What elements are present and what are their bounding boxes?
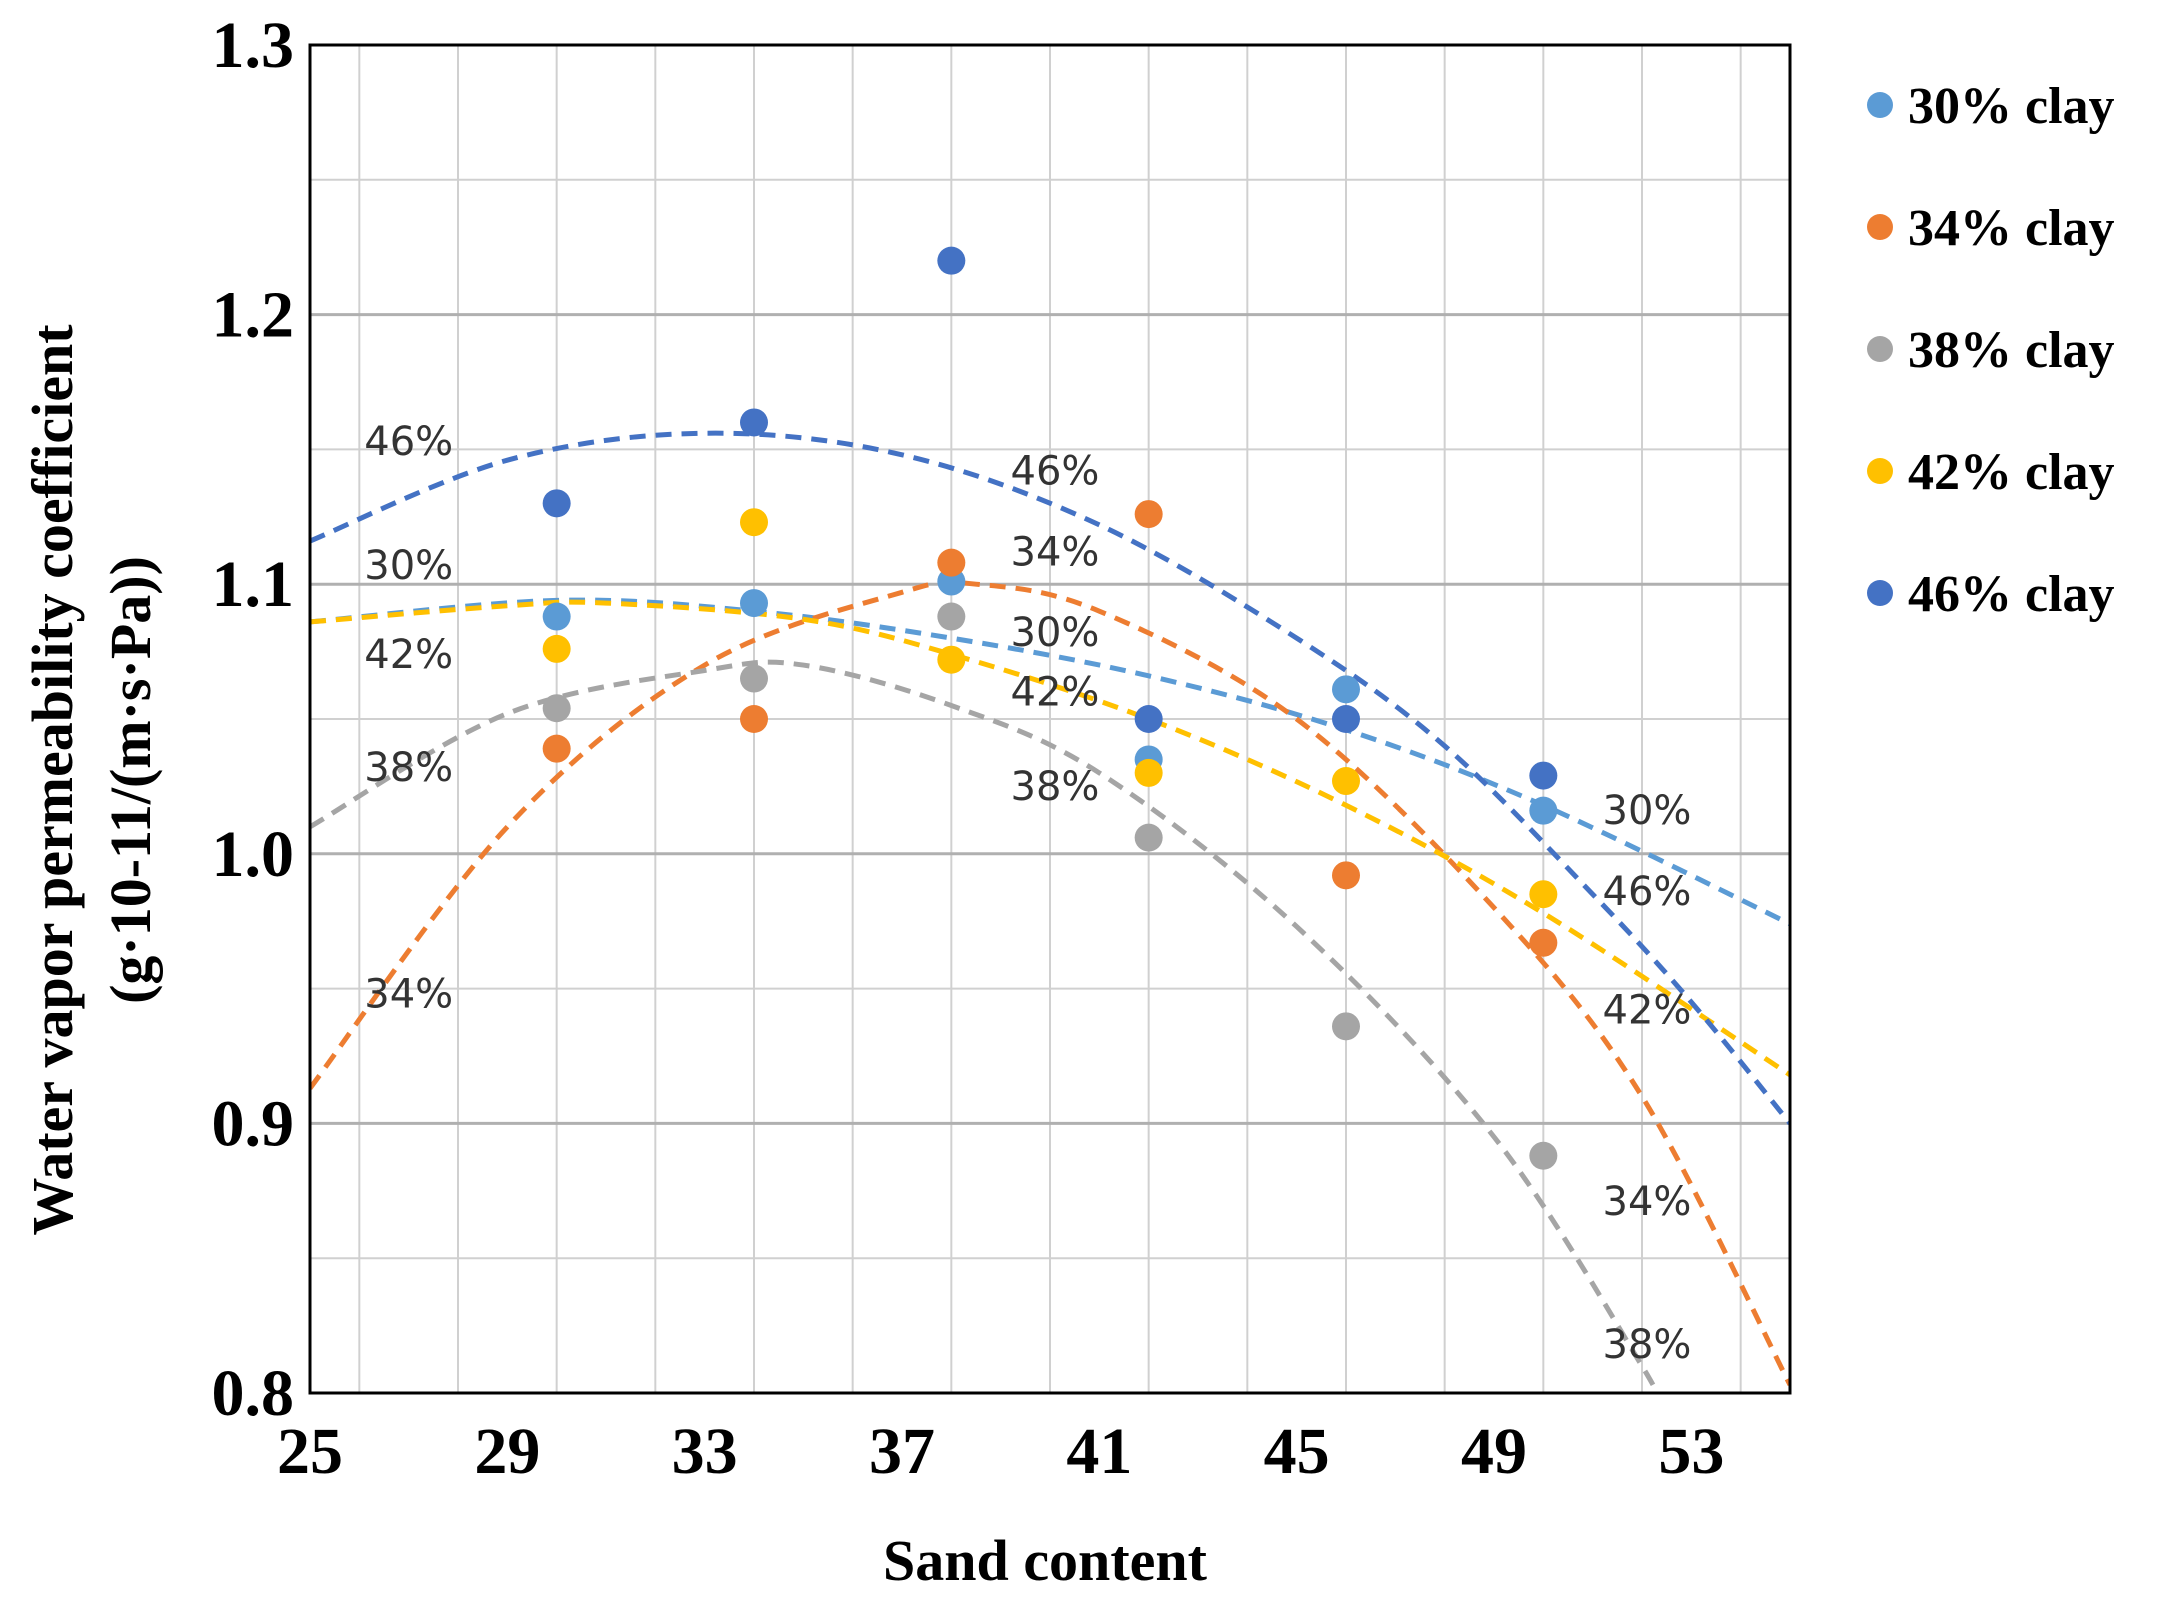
legend-marker bbox=[1867, 580, 1893, 606]
legend-label: 30% clay bbox=[1908, 78, 2115, 135]
data-point bbox=[937, 602, 966, 631]
data-point bbox=[1134, 705, 1163, 733]
data-point bbox=[1529, 928, 1558, 957]
x-tick-label: 45 bbox=[1264, 1415, 1330, 1488]
x-axis-title: Sand content bbox=[883, 1528, 1208, 1593]
x-tick-label: 41 bbox=[1066, 1415, 1132, 1488]
annotation-label: 30% bbox=[364, 543, 453, 589]
grid bbox=[310, 45, 1790, 1393]
legend-marker bbox=[1867, 214, 1893, 240]
annotation-label: 38% bbox=[1011, 764, 1100, 810]
data-point bbox=[1332, 675, 1360, 704]
data-point bbox=[937, 246, 966, 275]
legend-label: 42% clay bbox=[1908, 444, 2115, 501]
data-point bbox=[740, 705, 768, 733]
y-axis-ticks: 0.8 0.9 1.0 1.1 1.2 1.3 bbox=[212, 9, 295, 1430]
annotation-label: 34% bbox=[1603, 1179, 1692, 1225]
data-point bbox=[542, 694, 571, 723]
y-tick-label: 1.3 bbox=[212, 9, 295, 82]
trendline bbox=[310, 599, 1790, 1077]
x-axis-ticks: 25 29 33 37 41 45 49 53 bbox=[277, 1415, 1724, 1488]
annotation-label: 30% bbox=[1011, 610, 1100, 656]
trendline bbox=[310, 579, 1790, 1387]
data-point bbox=[1529, 880, 1558, 909]
annotation-label: 42% bbox=[1011, 670, 1100, 716]
y-axis-title: Water vapor permeability coefficient bbox=[20, 324, 85, 1236]
annotation-label: 34% bbox=[1011, 529, 1100, 575]
legend-marker bbox=[1867, 458, 1893, 484]
data-point bbox=[1529, 761, 1558, 790]
data-point bbox=[1134, 500, 1163, 529]
x-tick-label: 49 bbox=[1461, 1415, 1527, 1488]
data-point bbox=[1134, 758, 1163, 787]
legend-label: 46% clay bbox=[1908, 566, 2115, 623]
annotation-label: 42% bbox=[1603, 988, 1692, 1034]
y-tick-label: 1.0 bbox=[212, 818, 295, 891]
annotation-label: 30% bbox=[1603, 788, 1692, 834]
x-tick-label: 37 bbox=[869, 1415, 935, 1488]
annotation-label: 46% bbox=[1603, 869, 1692, 915]
annotation-label: 46% bbox=[1011, 448, 1100, 494]
annotation-label: 38% bbox=[364, 745, 453, 791]
trendline bbox=[310, 430, 1790, 1125]
data-point bbox=[1529, 796, 1558, 825]
data-point bbox=[1332, 767, 1360, 796]
annotation-label: 34% bbox=[364, 971, 453, 1017]
data-point bbox=[937, 548, 966, 577]
trendline bbox=[310, 659, 1661, 1393]
y-tick-label: 1.2 bbox=[212, 279, 295, 352]
data-point bbox=[740, 664, 768, 693]
x-tick-label: 25 bbox=[277, 1415, 343, 1488]
data-point bbox=[1332, 861, 1360, 890]
legend-marker bbox=[1867, 336, 1893, 362]
legend-label: 34% clay bbox=[1908, 200, 2115, 257]
data-point bbox=[1332, 1012, 1360, 1041]
annotation-label: 38% bbox=[1603, 1322, 1692, 1368]
x-tick-label: 29 bbox=[474, 1415, 540, 1488]
data-points bbox=[542, 246, 1558, 1170]
data-point bbox=[740, 508, 768, 537]
y-tick-label: 0.8 bbox=[212, 1357, 295, 1430]
data-point bbox=[542, 634, 571, 663]
x-tick-label: 53 bbox=[1658, 1415, 1724, 1488]
annotation-label: 46% bbox=[364, 419, 453, 465]
data-point bbox=[542, 489, 571, 518]
data-point bbox=[1134, 823, 1163, 852]
data-point bbox=[937, 645, 966, 674]
data-point bbox=[740, 408, 768, 437]
data-point bbox=[542, 602, 571, 631]
y-tick-label: 0.9 bbox=[212, 1087, 295, 1160]
annotation-label: 42% bbox=[364, 632, 453, 678]
legend-marker bbox=[1867, 92, 1893, 118]
data-point bbox=[740, 589, 768, 618]
data-point bbox=[542, 734, 571, 763]
data-point bbox=[1529, 1141, 1558, 1170]
y-axis-title-units: (g·10-11/(m·s·Pa)) bbox=[98, 556, 163, 1004]
legend: 30% clay 34% clay 38% clay 42% clay 46% clay bbox=[1867, 78, 2115, 623]
data-point bbox=[1332, 705, 1360, 733]
legend-label: 38% clay bbox=[1908, 322, 2115, 379]
annotations: 46% 30% 42% 38% 34% 46% 34% 30% 42% 38% 30% 46% 42% 3… bbox=[364, 419, 1691, 1368]
x-tick-label: 33 bbox=[672, 1415, 738, 1488]
plot-area-border bbox=[308, 43, 1792, 1395]
y-tick-label: 1.1 bbox=[212, 548, 295, 621]
